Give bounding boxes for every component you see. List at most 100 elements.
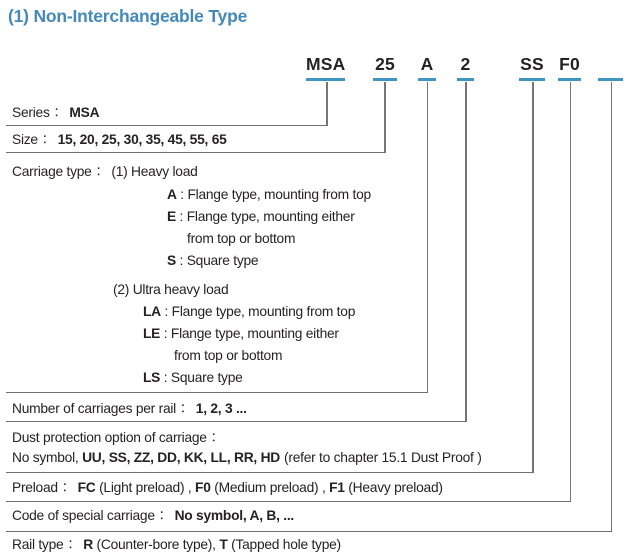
model-code-segment-carriage-type: A [418, 52, 436, 82]
connector-line-size [384, 82, 386, 153]
code-underline [373, 78, 397, 82]
preload-code: FC [77, 480, 96, 495]
preload-row: Preload： FC (Light preload) , F0 (Medium … [12, 480, 443, 495]
colon-separator: ： [61, 480, 74, 494]
connector-line-carriage-count [465, 82, 467, 422]
option-code: S [167, 253, 176, 268]
option-desc: from top or bottom [187, 231, 296, 246]
option-separator: : [175, 253, 187, 268]
option-desc: Flange type, mounting from top [187, 187, 371, 202]
special-carriage-row: Code of special carriage： No symbol, A, B… [12, 506, 294, 526]
code-underline [418, 78, 436, 82]
model-code-segment-blank [598, 52, 623, 82]
code-underline [558, 78, 581, 82]
carriage-option-ls: LS : Square type [143, 368, 243, 388]
colon-separator: ： [67, 537, 80, 551]
series-value: MSA [69, 105, 100, 120]
code-underline [457, 78, 474, 82]
connector-line-dust [532, 82, 534, 473]
model-code-segment-carriage-count: 2 [457, 52, 474, 82]
model-code-segment-series: MSA [306, 52, 346, 82]
carriage-option-e-continuation: from top or bottom [187, 229, 295, 249]
carriage-group2-title: (2) Ultra heavy load [113, 282, 229, 297]
segment-text: A [420, 54, 434, 74]
row-underline-preload [6, 500, 571, 503]
rail-type-label: Rail type [12, 537, 64, 552]
connector-line-special [610, 82, 613, 532]
carriage-count-label: Number of carriages per rail [12, 401, 176, 416]
carriage-count-value: 1, 2, 3 ... [195, 401, 247, 416]
connector-line-carriage-type [426, 82, 429, 393]
option-separator: : [175, 209, 187, 224]
row-underline-size [6, 151, 386, 154]
option-code: LA [143, 304, 161, 319]
carriage-option-le-continuation: from top or bottom [174, 346, 282, 366]
dust-protection-row: Dust protection option of carriage： [12, 428, 227, 448]
size-value: 15, 20, 25, 30, 35, 45, 55, 65 [57, 132, 227, 147]
option-desc: Flange type, mounting either [170, 326, 339, 341]
carriage-type-label: Carriage type [12, 164, 92, 179]
special-carriage-label: Code of special carriage [12, 508, 155, 523]
carriage-group1-title: (1) Heavy load [111, 164, 198, 179]
row-underline-special [6, 530, 612, 533]
row-underline-carriage-type [6, 391, 428, 394]
option-code: LE [143, 326, 161, 341]
dust-protection-values: No symbol, UU, SS, ZZ, DD, KK, LL, RR, H… [12, 448, 482, 468]
option-separator: : [160, 326, 171, 341]
segment-text: F0 [559, 54, 580, 74]
preload-label: Preload [12, 480, 58, 495]
option-code: A [167, 187, 177, 202]
colon-separator: ： [95, 164, 108, 178]
option-desc: Flange type, mounting either [186, 209, 355, 224]
option-desc: Square type [186, 253, 259, 268]
option-separator: : [160, 370, 171, 385]
row-underline-dust [6, 471, 534, 474]
model-code-segment-size: 25 [373, 52, 397, 82]
page-title: (1) Non-Interchangeable Type [8, 6, 248, 26]
special-carriage-value: No symbol, A, B, ... [174, 508, 295, 523]
dust-note: (refer to chapter 15.1 Dust Proof ) [284, 450, 482, 465]
colon-separator: ： [53, 105, 66, 119]
connector-line-series [326, 82, 328, 126]
connector-line-preload [569, 82, 572, 502]
size-label: Size [12, 132, 38, 147]
model-code-segment-preload: F0 [558, 52, 581, 82]
code-underline [598, 78, 623, 82]
preload-code: F1 [329, 480, 345, 495]
segment-text: 25 [375, 54, 395, 74]
carriage-option-e: E : Flange type, mounting either [167, 207, 355, 227]
dust-codes: UU, SS, ZZ, DD, KK, LL, RR, HD [82, 450, 281, 465]
dust-prefix: No symbol, [12, 450, 83, 465]
carriage-type-row: Carriage type： (1) Heavy load [12, 162, 198, 182]
rail-type-code: R [83, 537, 93, 552]
carriage-count-row: Number of carriages per rail ： 1, 2, 3 ... [12, 399, 247, 419]
code-underline [306, 78, 345, 82]
row-underline-carriage-count [6, 420, 467, 423]
dust-label: Dust protection option of carriage [12, 430, 207, 445]
colon-separator: ： [41, 132, 54, 146]
series-row: Series： MSA [12, 103, 100, 123]
colon-separator: ： [180, 401, 192, 415]
segment-text: SS [520, 54, 544, 74]
code-underline [519, 78, 545, 82]
segment-text [598, 52, 623, 77]
preload-code: F0 [195, 480, 211, 495]
carriage-option-s: S : Square type [167, 251, 259, 271]
row-underline-series [6, 124, 328, 127]
option-separator: : [176, 187, 188, 202]
model-code-segment-dust: SS [519, 52, 545, 82]
carriage-option-le: LE : Flange type, mounting either [143, 324, 339, 344]
option-desc: from top or bottom [174, 348, 283, 363]
carriage-option-la: LA : Flange type, mounting from top [143, 302, 355, 322]
segment-text: MSA [306, 54, 346, 74]
carriage-option-a: A : Flange type, mounting from top [167, 185, 371, 205]
segment-text: 2 [460, 54, 471, 74]
option-code: E [167, 209, 176, 224]
colon-separator: ： [158, 508, 171, 522]
series-label: Series [12, 105, 50, 120]
option-desc: Flange type, mounting from top [171, 304, 356, 319]
rail-type-code: T [219, 537, 228, 552]
option-code: LS [143, 370, 161, 385]
option-separator: : [160, 304, 172, 319]
